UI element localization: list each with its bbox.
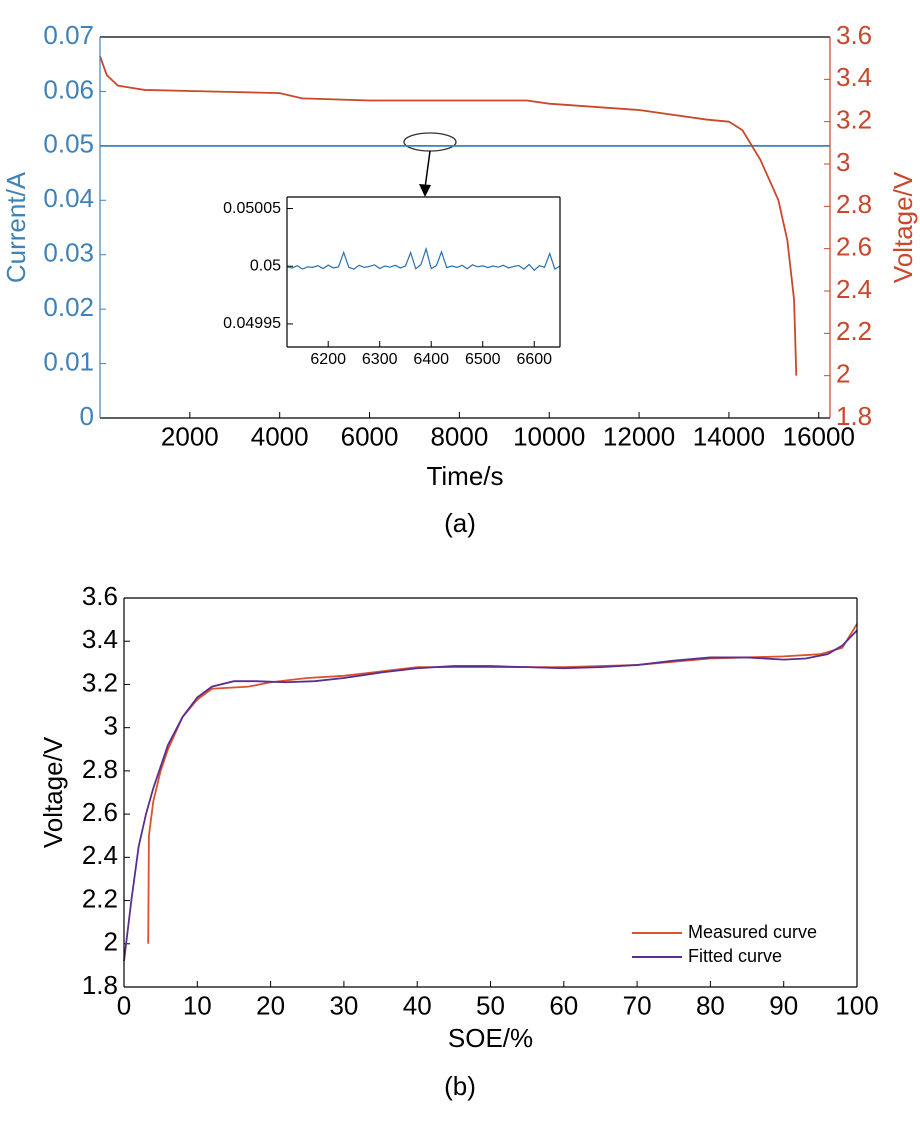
zoom-ellipse — [403, 132, 457, 152]
y2-tick-label: 3.4 — [836, 62, 872, 92]
legend-label: Fitted curve — [688, 946, 782, 966]
y2-tick-label: 2.6 — [836, 232, 872, 262]
y2-tick-label: 2.2 — [836, 316, 872, 346]
y-tick-label: 2.8 — [82, 754, 118, 784]
x-axis-label: Time/s — [426, 461, 503, 491]
y-tick-label: 0 — [80, 401, 94, 431]
y-tick-label: 0.07 — [43, 20, 94, 50]
y-tick-label: 0.03 — [43, 238, 94, 268]
series-line — [147, 623, 858, 944]
caption: (a) — [444, 508, 476, 538]
y-tick-label: 3 — [104, 711, 118, 741]
y2-axis-label: Voltage/V — [888, 171, 918, 283]
series-line — [123, 629, 858, 962]
y-tick-label: 3.4 — [82, 624, 118, 654]
x-tick-label: 0 — [117, 991, 131, 1021]
x-tick-label: 80 — [696, 991, 725, 1021]
y-tick-label: 0.01 — [43, 346, 94, 376]
x-tick-label: 60 — [549, 991, 578, 1021]
x-tick-label: 10 — [183, 991, 212, 1021]
x-tick-label: 40 — [403, 991, 432, 1021]
x-tick-label: 10000 — [513, 422, 585, 452]
y2-tick-label: 2.4 — [836, 274, 872, 304]
y2-tick-label: 3 — [836, 147, 850, 177]
x-tick-label: 20 — [256, 991, 285, 1021]
inset-background — [287, 197, 560, 347]
x-tick-label: 12000 — [603, 422, 675, 452]
y-tick-label: 2.6 — [82, 797, 118, 827]
x-tick-label: 30 — [329, 991, 358, 1021]
x-tick-label: 6500 — [465, 351, 501, 368]
y-axis-label: Current/A — [1, 171, 31, 283]
y-tick-label: 0.05 — [250, 257, 281, 274]
y2-tick-label: 1.8 — [836, 401, 872, 431]
x-tick-label: 90 — [769, 991, 798, 1021]
x-tick-label: 6200 — [310, 351, 346, 368]
y2-tick-label: 3.2 — [836, 105, 872, 135]
y-tick-label: 2.2 — [82, 883, 118, 913]
y-tick-label: 0.06 — [43, 74, 94, 104]
x-tick-label: 6300 — [362, 351, 398, 368]
series-line — [286, 246, 561, 272]
x-tick-label: 8000 — [430, 422, 488, 452]
x-tick-label: 14000 — [693, 422, 765, 452]
x-tick-label: 2000 — [161, 422, 219, 452]
y-tick-label: 2.4 — [82, 840, 118, 870]
zoom-arrowhead — [419, 184, 431, 197]
zoom-arrow — [424, 150, 431, 189]
y-tick-label: 0.04 — [43, 183, 94, 213]
x-tick-label: 50 — [476, 991, 505, 1021]
x-tick-label: 100 — [835, 991, 878, 1021]
y-tick-label: 1.8 — [82, 970, 118, 1000]
y-tick-label: 2 — [104, 927, 118, 957]
x-axis-label: SOE/% — [448, 1023, 533, 1053]
y2-tick-label: 3.6 — [836, 20, 872, 50]
y-tick-label: 3.6 — [82, 581, 118, 611]
x-tick-label: 4000 — [251, 422, 309, 452]
x-tick-label: 16000 — [783, 422, 855, 452]
y-tick-label: 0.04995 — [223, 315, 281, 332]
y2-tick-label: 2 — [836, 359, 850, 389]
y-axis-label: Voltage/V — [38, 736, 68, 848]
y-tick-label: 0.05005 — [223, 200, 281, 217]
x-tick-label: 6000 — [341, 422, 399, 452]
x-tick-label: 70 — [623, 991, 652, 1021]
x-tick-label: 6600 — [516, 351, 552, 368]
y2-tick-label: 2.8 — [836, 189, 872, 219]
caption: (b) — [444, 1071, 476, 1101]
y-tick-label: 0.02 — [43, 292, 94, 322]
y-tick-label: 0.05 — [43, 129, 94, 159]
legend-label: Measured curve — [688, 922, 817, 942]
x-tick-label: 6400 — [413, 351, 449, 368]
series-line — [99, 55, 798, 376]
y-tick-label: 3.2 — [82, 667, 118, 697]
